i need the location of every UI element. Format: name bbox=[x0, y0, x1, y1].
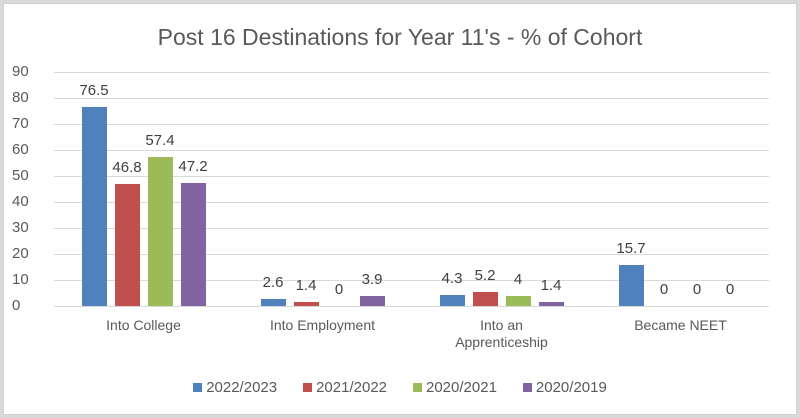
category-label-line: Into an bbox=[480, 317, 523, 333]
legend: 2022/2023 2021/2022 2020/2021 2020/2019 bbox=[4, 379, 796, 396]
data-value-label: 1.4 bbox=[540, 277, 562, 295]
y-axis-tick-label: 0 bbox=[12, 297, 21, 314]
y-axis-tick-label: 90 bbox=[12, 63, 29, 80]
y-axis-tick-label: 70 bbox=[12, 115, 29, 132]
category-label: Became NEET bbox=[592, 317, 770, 334]
data-value-label: 57.4 bbox=[145, 131, 175, 149]
data-value-label: 3.9 bbox=[361, 270, 383, 288]
gridline bbox=[54, 254, 769, 255]
y-axis-tick-label: 10 bbox=[12, 271, 29, 288]
category-label: Into College bbox=[55, 317, 233, 334]
data-value-label: 76.5 bbox=[79, 82, 109, 100]
chart-frame: Post 16 Destinations for Year 11's - % o… bbox=[3, 3, 797, 415]
legend-label: 2022/2023 bbox=[206, 379, 278, 396]
legend-item: 2020/2019 bbox=[522, 379, 607, 396]
bar-2020-2019 bbox=[359, 295, 385, 306]
y-axis-tick-label: 80 bbox=[12, 89, 29, 106]
bar-2022-2023 bbox=[260, 299, 286, 306]
legend-item: 2022/2023 bbox=[193, 379, 277, 396]
gridline bbox=[54, 124, 769, 125]
category-label-line: Into Employment bbox=[269, 317, 376, 333]
legend-item: 2021/2022 bbox=[303, 379, 387, 396]
legend-label: 2020/2019 bbox=[535, 379, 607, 396]
bar-2022-2023 bbox=[439, 294, 465, 306]
data-value-label: 46.8 bbox=[112, 159, 142, 177]
data-value-label: 5.2 bbox=[474, 267, 496, 285]
data-value-label: 0 bbox=[692, 281, 702, 298]
gridline bbox=[54, 98, 769, 99]
data-value-label: 4.3 bbox=[441, 269, 463, 287]
bar-2020-2019 bbox=[538, 302, 564, 306]
bar-2020-2019 bbox=[180, 183, 206, 306]
bar-2021-2022 bbox=[114, 184, 140, 306]
legend-swatch bbox=[522, 383, 532, 392]
legend-swatch bbox=[193, 383, 203, 392]
data-value-label: 0 bbox=[659, 281, 669, 298]
data-value-label: 15.7 bbox=[616, 240, 646, 258]
chart-title: Post 16 Destinations for Year 11's - % o… bbox=[157, 24, 643, 50]
plot-area: 0 10 20 30 40 50 60 70 80 90 76.5 46.8 57.4 47.2 Into … bbox=[4, 4, 796, 414]
gridline bbox=[54, 176, 769, 177]
legend-swatch bbox=[303, 383, 313, 392]
y-axis-tick-label: 60 bbox=[12, 141, 29, 158]
category-label-line: Into College bbox=[106, 317, 181, 333]
legend-swatch bbox=[413, 383, 422, 392]
gridline bbox=[54, 72, 769, 73]
data-value-label: 2.6 bbox=[262, 274, 284, 292]
y-axis-tick-label: 50 bbox=[12, 167, 29, 184]
gridline bbox=[54, 306, 769, 307]
bar-2020-2021 bbox=[147, 156, 173, 306]
category-label: Into an Apprenticeship bbox=[413, 317, 591, 351]
data-value-label: 1.4 bbox=[295, 277, 317, 295]
bar-2021-2022 bbox=[293, 302, 319, 306]
gridline bbox=[54, 280, 769, 281]
data-value-label: 0 bbox=[334, 281, 344, 298]
bar-2020-2021 bbox=[505, 295, 531, 306]
category-label-line: Apprenticeship bbox=[455, 334, 548, 350]
gridline bbox=[54, 228, 769, 229]
legend-label: 2021/2022 bbox=[316, 379, 387, 396]
data-value-label: 4 bbox=[513, 270, 523, 288]
y-axis-tick-label: 20 bbox=[12, 245, 29, 262]
legend-label: 2020/2021 bbox=[426, 379, 497, 396]
bar-2021-2022 bbox=[472, 292, 498, 306]
category-label-line: Became NEET bbox=[634, 317, 727, 333]
category-label: Into Employment bbox=[234, 317, 412, 334]
bar-2022-2023 bbox=[81, 107, 107, 306]
y-axis-tick-label: 40 bbox=[12, 193, 29, 210]
legend-item: 2020/2021 bbox=[413, 379, 497, 396]
bar-2022-2023 bbox=[618, 265, 644, 306]
gridline bbox=[54, 202, 769, 203]
data-value-label: 47.2 bbox=[178, 158, 208, 176]
data-value-label: 0 bbox=[725, 281, 735, 298]
gridline bbox=[54, 150, 769, 151]
y-axis-tick-label: 30 bbox=[12, 219, 29, 236]
